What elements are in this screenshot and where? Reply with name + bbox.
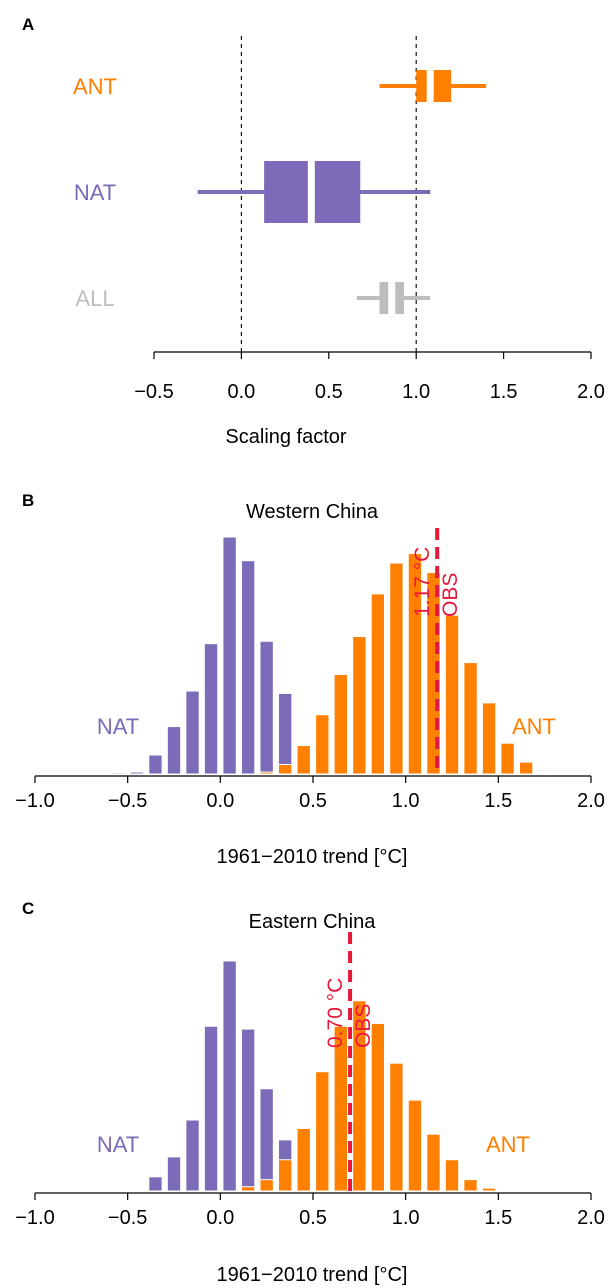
chart-1-tick-label-1: −0.5 [108, 790, 147, 812]
panel-c-ant-bar-1 [259, 1179, 274, 1192]
chart-1-tick-label-0: −1.0 [15, 790, 54, 812]
panel-c-title: Eastern China [249, 911, 377, 933]
panel-b-nat-bar-2 [148, 754, 163, 775]
chart-2-tick-label-0: −1.0 [15, 1207, 54, 1229]
panel-b-ant-bar-10 [444, 614, 460, 775]
panel-c-letter: C [22, 899, 34, 918]
panel-b-letter: B [22, 491, 34, 510]
chart-1-tick-label-3: 0.5 [299, 790, 327, 812]
panel-b-title: Western China [246, 501, 379, 523]
panel-c-obs-tag: OBS [352, 1004, 375, 1048]
panel-c-nat-bar-4 [222, 960, 237, 1192]
panel-b-ant-label: ANT [512, 714, 556, 739]
chart-2-tick-label-3: 0.5 [299, 1207, 327, 1229]
panel-a-ant-label: ANT [73, 74, 117, 99]
panel-c-ant-bar-10 [426, 1133, 441, 1192]
panel-b-ant-bar-3 [315, 714, 330, 775]
panel-c-ant-bar-9 [407, 1099, 423, 1192]
chart-0-tick-label-3: 1.0 [402, 381, 430, 403]
panel-c-nat-bar-2 [185, 1119, 200, 1192]
chart-0-tick-label-0: −0.5 [134, 381, 173, 403]
panel-a-xlabel: Scaling factor [225, 426, 347, 448]
panel-a-nat-label: NAT [74, 180, 116, 205]
panel-c-nat-bar-1 [166, 1156, 182, 1192]
panel-c-nat-bar-3 [203, 1025, 219, 1192]
chart-2-tick-label-5: 1.5 [484, 1207, 512, 1229]
chart-2-tick-label-2: 0.0 [206, 1207, 234, 1229]
panel-c-nat-bar-5 [240, 1028, 256, 1192]
panel-b-nat-bar-0 [111, 772, 126, 775]
panel-a-letter: A [22, 15, 34, 34]
panel-b-nat-bar-1 [129, 771, 145, 775]
panel-c-obs-value: 0.70 °C [324, 978, 347, 1048]
chart-1-tick-label-2: 0.0 [206, 790, 234, 812]
chart-1-tick-label-5: 1.5 [484, 790, 512, 812]
panel-b-ant-bar-0 [259, 771, 274, 775]
panel-c-ant-bar-13 [481, 1187, 497, 1192]
panel-b-ant-bar-2 [296, 745, 311, 775]
panel-b-ant-bar-8 [407, 553, 423, 775]
panel-a-boxplot: Scaling factor ANT NAT ALL −0.5 0.0 0.5 1.0 1.5… [73, 36, 605, 448]
panel-c-ant-bar-12 [463, 1179, 478, 1192]
panel-b-nat-bar-4 [185, 690, 200, 775]
chart-1-tick-label-4: 1.0 [392, 790, 420, 812]
panel-b-ant-bar-6 [370, 593, 386, 775]
panel-b-nat-bar-6 [222, 536, 237, 775]
panel-b-nat-label: NAT [97, 714, 139, 739]
panel-c-nat-bar-6 [259, 1088, 274, 1192]
panel-b-histogram: Western China 1961−2010 trend [°C] NAT AN… [15, 501, 605, 868]
chart-2-tick-label-6: 2.0 [577, 1207, 605, 1229]
panel-b-nat-bar-7 [240, 560, 256, 775]
panel-c-histogram: Eastern China 1961−2010 trend [°C] NAT AN… [15, 911, 605, 1286]
panel-c-ant-bar-7 [370, 1022, 386, 1192]
panel-b-ant-bar-4 [333, 673, 348, 775]
chart-1-tick-label-6: 2.0 [577, 790, 605, 812]
panel-c-ant-bar-8 [389, 1062, 404, 1192]
panel-c-ant-label: ANT [486, 1132, 530, 1157]
chart-0-tick-label-2: 0.5 [315, 381, 343, 403]
panel-a-all-label: ALL [75, 286, 114, 311]
panel-b-obs-value: 1.17 °C [411, 547, 434, 617]
chart-0-tick-label-4: 1.5 [490, 381, 518, 403]
panel-b-xlabel: 1961−2010 trend [°C] [217, 846, 408, 868]
panel-c-ant-bar-2 [278, 1159, 293, 1192]
panel-b-ant-bar-11 [463, 662, 478, 775]
panel-c-xlabel: 1961−2010 trend [°C] [217, 1264, 408, 1286]
chart-2-tick-label-1: −0.5 [108, 1207, 147, 1229]
panel-b-nat-bar-3 [166, 726, 182, 775]
panel-c-ant-bar-11 [444, 1159, 460, 1192]
panel-b-nat-bar-5 [203, 643, 219, 775]
panel-b-ant-bar-14 [518, 761, 534, 775]
panel-c-nat-label: NAT [97, 1132, 139, 1157]
panel-b-nat-bar-9 [278, 692, 293, 775]
panel-c-ant-bar-0 [240, 1186, 256, 1192]
panel-b-obs-tag: OBS [439, 573, 462, 617]
chart-0-tick-label-5: 2.0 [577, 381, 605, 403]
panel-c-ant-bar-5 [333, 1025, 348, 1192]
panel-c-ant-bar-4 [315, 1071, 330, 1192]
chart-0-tick-label-1: 0.0 [227, 381, 255, 403]
panel-b-nat-bar-8 [259, 640, 274, 775]
panel-b-ant-bar-7 [389, 562, 404, 775]
panel-b-ant-bar-1 [278, 764, 293, 775]
panel-b-ant-bar-13 [500, 742, 515, 775]
panel-c-ant-bar-6 [352, 1000, 367, 1192]
panel-b-ant-bar-5 [352, 636, 367, 775]
panel-c-ant-bar-3 [296, 1128, 311, 1192]
panel-b-ant-bar-12 [481, 702, 497, 775]
panel-c-nat-bar-0 [148, 1176, 163, 1192]
chart-2-tick-label-4: 1.0 [392, 1207, 420, 1229]
